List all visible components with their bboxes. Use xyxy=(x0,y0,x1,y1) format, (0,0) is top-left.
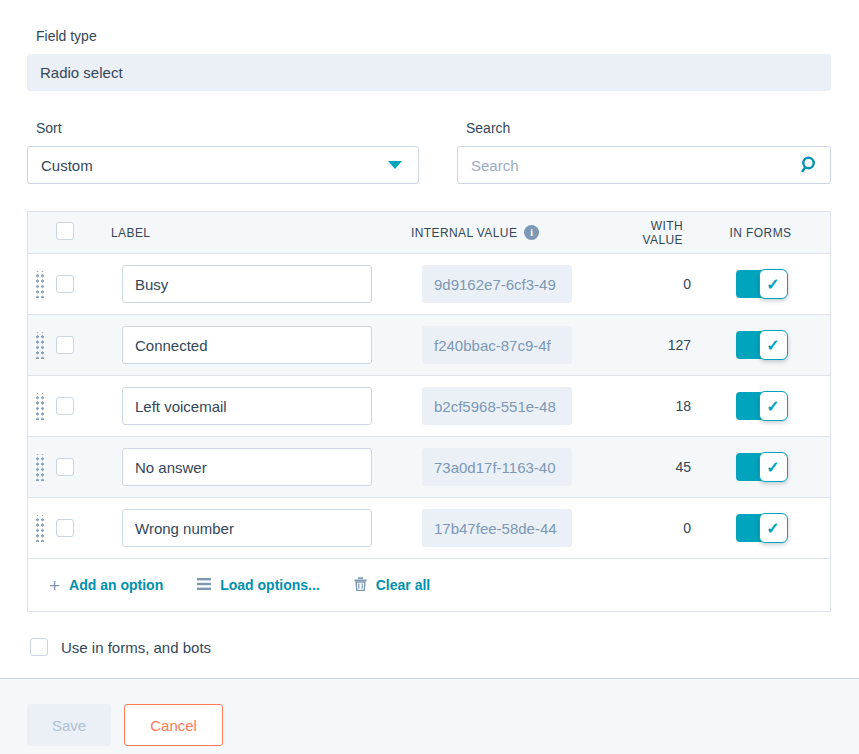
with-value-count: 45 xyxy=(611,459,691,475)
property-editor-panel: Field type Radio select Sort Custom Sear… xyxy=(0,0,859,656)
drag-handle-icon[interactable] xyxy=(34,393,44,420)
sort-label: Sort xyxy=(36,120,419,136)
toggle-check-icon: ✓ xyxy=(759,452,788,482)
internal-value-field: b2cf5968-551e-48 xyxy=(422,387,572,425)
use-in-forms-checkbox[interactable] xyxy=(30,638,48,656)
info-icon[interactable]: i xyxy=(524,225,539,240)
sort-search-row: Sort Custom Search xyxy=(27,120,831,184)
internal-value-field: 73a0d17f-1163-40 xyxy=(422,448,572,486)
plus-icon: + xyxy=(49,576,60,595)
cancel-button[interactable]: Cancel xyxy=(124,704,223,746)
search-label: Search xyxy=(466,120,831,136)
option-row: 73a0d17f-1163-40 45 ✓ xyxy=(28,437,830,498)
in-forms-toggle[interactable]: ✓ xyxy=(736,270,786,298)
sort-select-value: Custom xyxy=(41,157,93,174)
row-checkbox[interactable] xyxy=(56,336,74,354)
option-label-input[interactable] xyxy=(122,387,372,425)
field-type-value-text: Radio select xyxy=(40,64,123,81)
field-type-label: Field type xyxy=(36,28,831,44)
drag-handle-icon[interactable] xyxy=(34,332,44,359)
list-icon xyxy=(197,577,211,593)
use-in-forms-label: Use in forms, and bots xyxy=(61,639,211,656)
sort-group: Sort Custom xyxy=(27,120,419,184)
load-options-label: Load options... xyxy=(220,577,320,593)
footer-action-bar: Save Cancel xyxy=(0,678,859,754)
option-row: b2cf5968-551e-48 18 ✓ xyxy=(28,376,830,437)
options-table-body: 9d9162e7-6cf3-49 0 ✓ f240bbac-87c9-4f 12… xyxy=(28,254,830,559)
header-internal-value: INTERNAL VALUE xyxy=(411,226,517,240)
option-label-input[interactable] xyxy=(122,265,372,303)
select-all-checkbox[interactable] xyxy=(56,222,74,240)
options-table-header: LABEL INTERNAL VALUE i WITH VALUE IN FOR… xyxy=(28,212,830,254)
row-checkbox[interactable] xyxy=(56,519,74,537)
toggle-check-icon: ✓ xyxy=(759,391,788,421)
clear-all-label: Clear all xyxy=(376,577,430,593)
search-group: Search xyxy=(457,120,831,184)
sort-select[interactable]: Custom xyxy=(27,146,419,184)
with-value-count: 0 xyxy=(611,276,691,292)
save-button[interactable]: Save xyxy=(27,704,111,746)
drag-handle-icon[interactable] xyxy=(34,454,44,481)
toggle-check-icon: ✓ xyxy=(759,513,788,543)
options-table: LABEL INTERNAL VALUE i WITH VALUE IN FOR… xyxy=(27,211,831,612)
row-checkbox[interactable] xyxy=(56,275,74,293)
row-checkbox[interactable] xyxy=(56,397,74,415)
search-input[interactable] xyxy=(457,146,831,184)
toggle-check-icon: ✓ xyxy=(759,269,788,299)
internal-value-field: f240bbac-87c9-4f xyxy=(422,326,572,364)
field-type-value: Radio select xyxy=(27,54,831,91)
internal-value-field: 9d9162e7-6cf3-49 xyxy=(422,265,572,303)
options-table-actions: + Add an option Load options... xyxy=(28,559,830,611)
load-options-button[interactable]: Load options... xyxy=(197,577,320,593)
add-option-label: Add an option xyxy=(69,577,163,593)
internal-value-field: 17b47fee-58de-44 xyxy=(422,509,572,547)
with-value-count: 0 xyxy=(611,520,691,536)
header-with-value: WITH VALUE xyxy=(611,219,691,247)
trash-icon xyxy=(354,577,367,594)
drag-handle-icon[interactable] xyxy=(34,271,44,298)
in-forms-toggle[interactable]: ✓ xyxy=(736,514,786,542)
use-in-forms-row: Use in forms, and bots xyxy=(30,638,831,656)
search-icon[interactable] xyxy=(799,155,819,175)
header-label: LABEL xyxy=(111,226,411,240)
with-value-count: 18 xyxy=(611,398,691,414)
in-forms-toggle[interactable]: ✓ xyxy=(736,453,786,481)
clear-all-button[interactable]: Clear all xyxy=(354,577,430,594)
with-value-count: 127 xyxy=(611,337,691,353)
add-option-button[interactable]: + Add an option xyxy=(49,576,163,595)
in-forms-toggle[interactable]: ✓ xyxy=(736,392,786,420)
option-label-input[interactable] xyxy=(122,509,372,547)
option-label-input[interactable] xyxy=(122,448,372,486)
toggle-check-icon: ✓ xyxy=(759,330,788,360)
chevron-down-icon xyxy=(388,161,402,169)
header-in-forms: IN FORMS xyxy=(691,226,830,240)
in-forms-toggle[interactable]: ✓ xyxy=(736,331,786,359)
option-row: f240bbac-87c9-4f 127 ✓ xyxy=(28,315,830,376)
row-checkbox[interactable] xyxy=(56,458,74,476)
option-label-input[interactable] xyxy=(122,326,372,364)
search-box xyxy=(457,146,831,184)
option-row: 9d9162e7-6cf3-49 0 ✓ xyxy=(28,254,830,315)
drag-handle-icon[interactable] xyxy=(34,515,44,542)
option-row: 17b47fee-58de-44 0 ✓ xyxy=(28,498,830,559)
